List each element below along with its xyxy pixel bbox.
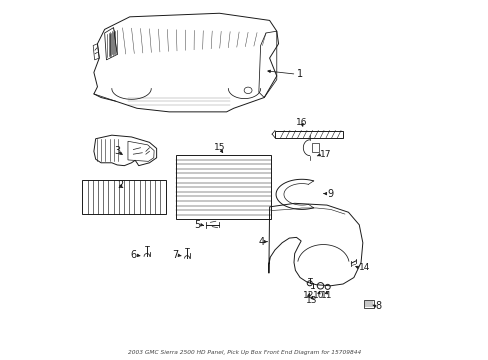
Text: 11: 11 xyxy=(320,291,331,300)
Bar xyxy=(311,143,318,152)
Text: 8: 8 xyxy=(375,301,381,311)
Text: 15: 15 xyxy=(213,143,224,152)
Text: 3: 3 xyxy=(114,146,120,156)
Text: 12: 12 xyxy=(303,291,314,300)
Text: 5: 5 xyxy=(194,220,201,230)
Bar xyxy=(363,301,373,309)
Text: 2: 2 xyxy=(118,180,123,190)
Text: 2003 GMC Sierra 2500 HD Panel, Pick Up Box Front End Diagram for 15709844: 2003 GMC Sierra 2500 HD Panel, Pick Up B… xyxy=(128,350,360,355)
Text: 9: 9 xyxy=(326,189,332,199)
Text: 10: 10 xyxy=(312,291,324,300)
Text: 1: 1 xyxy=(296,69,302,79)
Text: 16: 16 xyxy=(296,118,307,127)
Text: 7: 7 xyxy=(172,250,178,260)
Text: 6: 6 xyxy=(130,250,137,260)
Text: 14: 14 xyxy=(359,264,370,273)
Text: 17: 17 xyxy=(319,150,331,159)
Text: 13: 13 xyxy=(305,296,317,305)
Text: 4: 4 xyxy=(258,237,264,247)
